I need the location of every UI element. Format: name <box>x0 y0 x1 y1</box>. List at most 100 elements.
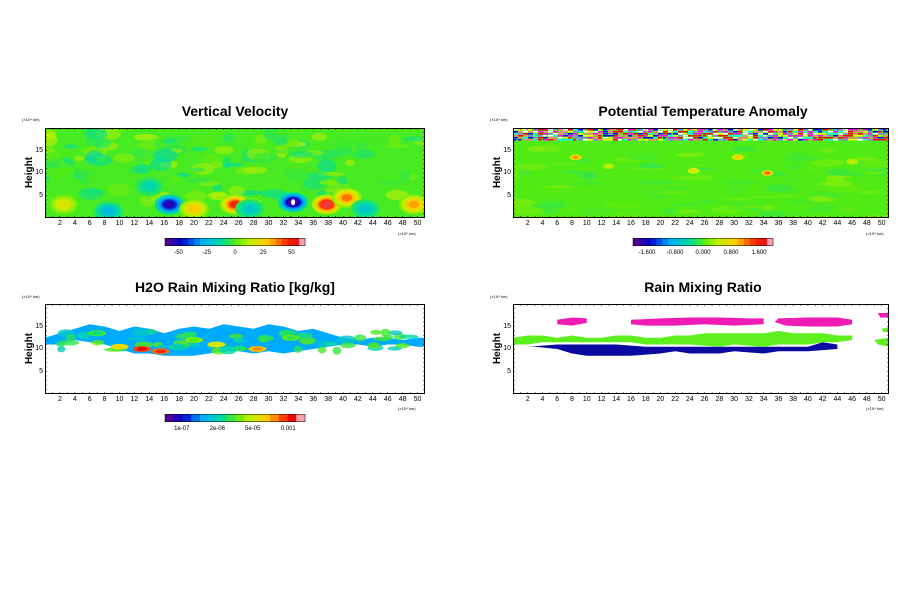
top-noise-band <box>568 133 577 135</box>
x-tick-label: 18 <box>641 396 650 403</box>
y-tick-label: 15 <box>503 146 511 154</box>
top-noise-band <box>798 139 805 141</box>
top-noise-band <box>678 139 685 141</box>
x-tick-label: 22 <box>205 220 213 227</box>
top-noise-band <box>833 137 837 139</box>
top-noise-band <box>878 133 886 135</box>
top-noise-band <box>598 131 606 133</box>
field-texture <box>513 199 537 207</box>
y-tick-label: 15 <box>35 322 43 330</box>
chart-title: Vertical Velocity <box>181 103 289 119</box>
colorbar: -1.600 -0.800 0.000 0.800 1.600 <box>632 238 774 256</box>
top-noise-band <box>853 133 862 135</box>
top-noise-band <box>578 137 586 139</box>
top-noise-band <box>743 133 752 135</box>
field-texture <box>814 202 837 209</box>
top-noise-band <box>858 137 866 139</box>
top-noise-band <box>558 129 566 131</box>
top-noise-band <box>528 137 535 139</box>
top-noise-band <box>848 137 852 139</box>
x-tick-label: 18 <box>175 396 183 403</box>
top-noise-band <box>598 133 604 135</box>
top-noise-band <box>663 135 671 137</box>
top-noise-band <box>868 135 875 137</box>
top-noise-band <box>708 137 717 139</box>
top-noise-band <box>518 137 523 139</box>
y-unit-label: (×10⁴ km) <box>490 117 508 122</box>
x-tick-label: 32 <box>745 220 753 227</box>
colorbar-swatch <box>252 238 259 246</box>
top-noise-band <box>773 133 778 135</box>
x-tick-label: 6 <box>555 220 560 227</box>
field-texture <box>688 164 704 167</box>
colorbar-swatch <box>165 238 172 246</box>
field-texture <box>780 187 801 195</box>
top-noise-band <box>708 135 712 137</box>
top-noise-band <box>813 135 822 137</box>
top-noise-band <box>688 131 693 133</box>
field-texture <box>703 148 718 154</box>
field-texture <box>289 150 314 159</box>
field-texture <box>97 137 112 149</box>
top-noise-band <box>748 139 752 141</box>
top-noise-band <box>848 133 854 135</box>
top-noise-band <box>518 129 527 131</box>
top-noise-band <box>538 139 542 141</box>
rain-cell <box>92 331 103 336</box>
top-noise-band <box>593 137 598 139</box>
top-noise-band <box>598 139 607 141</box>
rain-cell <box>252 347 263 351</box>
x-tick-label: 32 <box>279 220 288 227</box>
colorbar-swatch <box>755 238 762 246</box>
y-unit-label: (×10⁴ km) <box>22 294 40 299</box>
colorbar-swatch <box>685 238 692 246</box>
field-texture <box>637 162 664 169</box>
velocity-cell <box>188 205 200 213</box>
velocity-cell <box>102 207 114 215</box>
top-noise-band <box>668 135 675 137</box>
top-noise-band <box>538 135 544 137</box>
top-noise-band <box>553 139 560 141</box>
velocity-cell <box>408 200 420 209</box>
top-noise-band <box>533 135 537 137</box>
top-noise-band <box>693 137 699 139</box>
x-tick-label: 10 <box>582 220 591 227</box>
top-noise-band <box>523 131 529 133</box>
top-noise-band <box>578 135 587 137</box>
top-noise-band <box>778 129 782 131</box>
top-noise-band <box>693 129 701 131</box>
colorbar-swatch <box>205 238 212 246</box>
top-noise-band <box>793 133 801 135</box>
x-tick-label: 38 <box>789 396 798 403</box>
colorbar-swatch <box>235 238 242 246</box>
top-noise-band <box>673 131 681 133</box>
colorbar-frame <box>632 238 774 246</box>
field-texture <box>810 197 838 202</box>
top-noise-band <box>623 139 631 141</box>
top-noise-band <box>688 137 695 139</box>
top-noise-band <box>713 131 718 133</box>
top-noise-band <box>748 133 755 135</box>
rain-texture <box>380 328 391 337</box>
top-noise-band <box>533 139 538 141</box>
top-noise-band <box>738 129 747 131</box>
top-noise-band <box>763 135 767 137</box>
top-noise-band <box>518 131 524 133</box>
field-texture <box>698 200 715 204</box>
colorbar-swatch <box>673 238 680 246</box>
top-noise-band <box>553 137 557 139</box>
top-noise-band <box>593 133 601 135</box>
x-tick-label: 12 <box>130 396 139 403</box>
field-texture <box>660 187 689 190</box>
top-noise-band <box>513 137 522 139</box>
top-noise-band <box>653 135 659 137</box>
top-noise-band <box>728 131 736 133</box>
chart-title: Potential Temperature Anomaly <box>598 103 808 119</box>
field-texture <box>133 133 158 141</box>
top-noise-band <box>618 139 622 141</box>
colorbar-swatch <box>732 238 739 246</box>
colorbar-swatch <box>235 414 245 422</box>
top-noise-band <box>803 135 808 137</box>
top-noise-band <box>873 139 881 141</box>
top-noise-band <box>543 129 550 131</box>
